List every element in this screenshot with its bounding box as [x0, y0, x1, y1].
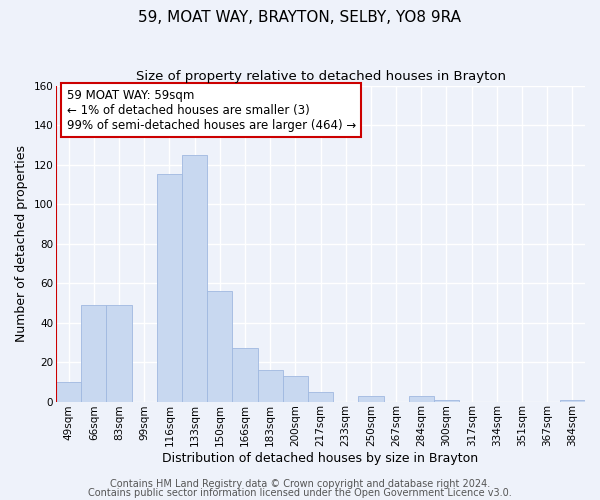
Text: 59, MOAT WAY, BRAYTON, SELBY, YO8 9RA: 59, MOAT WAY, BRAYTON, SELBY, YO8 9RA: [139, 10, 461, 25]
Bar: [207, 291, 232, 402]
Bar: [81, 305, 106, 402]
Text: Contains public sector information licensed under the Open Government Licence v3: Contains public sector information licen…: [88, 488, 512, 498]
Text: 59 MOAT WAY: 59sqm
← 1% of detached houses are smaller (3)
99% of semi-detached : 59 MOAT WAY: 59sqm ← 1% of detached hous…: [67, 88, 356, 132]
Bar: [358, 396, 383, 402]
Bar: [232, 348, 257, 402]
Bar: [409, 396, 434, 402]
Bar: [434, 400, 459, 402]
Bar: [257, 370, 283, 402]
Bar: [283, 376, 308, 402]
Bar: [157, 174, 182, 402]
Bar: [106, 305, 131, 402]
Bar: [560, 400, 585, 402]
Bar: [308, 392, 333, 402]
Text: Contains HM Land Registry data © Crown copyright and database right 2024.: Contains HM Land Registry data © Crown c…: [110, 479, 490, 489]
Bar: [56, 382, 81, 402]
Y-axis label: Number of detached properties: Number of detached properties: [15, 145, 28, 342]
Bar: [182, 154, 207, 402]
Title: Size of property relative to detached houses in Brayton: Size of property relative to detached ho…: [136, 70, 506, 83]
X-axis label: Distribution of detached houses by size in Brayton: Distribution of detached houses by size …: [163, 452, 479, 465]
